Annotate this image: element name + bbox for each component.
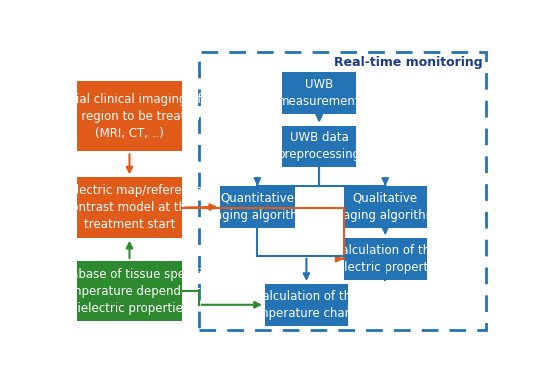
Text: Quantitative
imaging algorithms: Quantitative imaging algorithms (200, 192, 315, 222)
Text: Qualitative
imaging algorithms: Qualitative imaging algorithms (328, 192, 443, 222)
FancyBboxPatch shape (282, 126, 356, 167)
FancyBboxPatch shape (77, 261, 182, 321)
Text: UWB
measurement: UWB measurement (278, 78, 360, 108)
FancyBboxPatch shape (77, 81, 182, 151)
FancyBboxPatch shape (77, 177, 182, 238)
Text: UWB data
preprocessing: UWB data preprocessing (278, 131, 361, 162)
FancyBboxPatch shape (344, 186, 427, 228)
Text: Database of tissue specific
temperature dependent
dielectric properties: Database of tissue specific temperature … (50, 268, 209, 315)
Text: Initial clinical imaging of
the region to be treated
(MRI, CT, ..): Initial clinical imaging of the region t… (57, 93, 202, 140)
FancyBboxPatch shape (265, 284, 348, 326)
FancyBboxPatch shape (344, 238, 427, 280)
Text: Real-time monitoring: Real-time monitoring (334, 56, 482, 70)
Text: Dielectric map/reference
contrast model at the
treatment start: Dielectric map/reference contrast model … (56, 184, 203, 231)
Text: Calculation of the
temperature change: Calculation of the temperature change (245, 290, 367, 320)
Text: Calculation of the
dielectric properties: Calculation of the dielectric properties (326, 244, 445, 274)
FancyBboxPatch shape (282, 72, 356, 114)
FancyBboxPatch shape (220, 186, 295, 228)
